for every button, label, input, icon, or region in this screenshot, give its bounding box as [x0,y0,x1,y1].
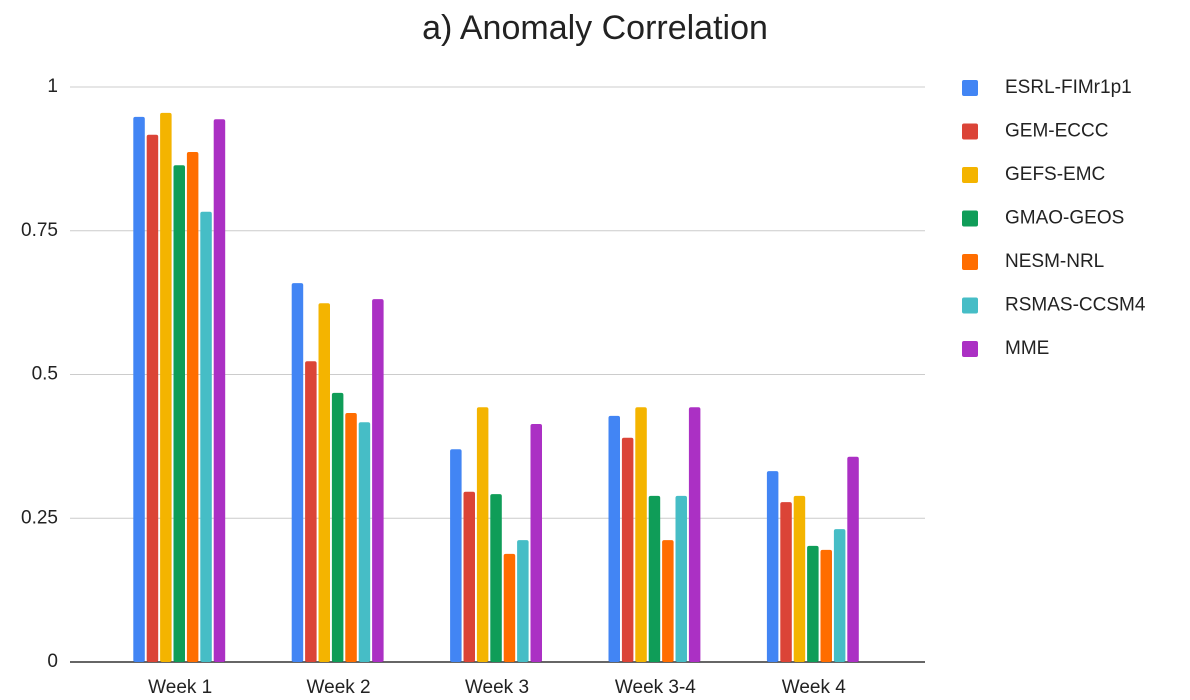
legend-label: MME [1005,338,1049,359]
bar [807,545,819,662]
bar [358,422,371,662]
legend-swatch [962,123,978,140]
bar [450,449,462,662]
y-tick-label: 0.25 [21,507,58,528]
bar [608,415,620,662]
legend-swatch [962,167,978,183]
bar [463,491,475,662]
bar [345,413,357,662]
legend-label: GMAO-GEOS [1005,208,1124,229]
bar [291,283,304,662]
bar [133,116,145,662]
legend-swatch [962,341,978,357]
legend-label: NESM-NRL [1005,251,1104,272]
bar [648,495,661,662]
legend-label: GEM-ECCC [1005,121,1108,142]
legend-swatch [962,210,978,227]
bar [200,211,212,662]
bar [160,112,172,662]
bar [517,540,529,662]
x-tick-label: Week 4 [782,677,847,698]
bar [372,299,384,662]
bar [318,303,330,662]
legend-swatch [962,254,978,270]
bar [186,151,199,662]
bar [146,134,159,663]
x-tick-label: Week 3-4 [615,677,696,698]
bar [305,361,317,662]
legend-swatch [962,297,978,314]
bar [621,437,634,662]
bar [635,407,647,662]
bar [490,494,502,662]
y-tick-label: 0.75 [21,220,58,241]
bar [530,423,542,662]
bar [766,471,779,662]
y-tick-label: 1 [47,76,58,97]
bar [213,119,226,662]
legend-label: RSMAS-CCSM4 [1005,295,1146,316]
bar [476,407,489,662]
bar [688,407,701,662]
bar [833,529,846,662]
x-tick-label: Week 2 [307,677,371,698]
chart-title: a) Anomaly Correlation [422,9,768,47]
bar [173,165,185,662]
y-tick-label: 0 [47,651,58,672]
x-tick-label: Week 3 [465,677,529,698]
bar [675,495,687,662]
bar [780,502,792,662]
bar [662,540,674,662]
bar [503,553,516,662]
legend-label: ESRL-FIMr1p1 [1005,77,1132,98]
legend-swatch [962,80,978,96]
bar [793,495,806,662]
legend-label: GEFS-EMC [1005,164,1105,185]
x-tick-label: Week 1 [148,677,212,698]
bar [331,392,344,662]
bar [847,456,859,662]
y-tick-label: 0.5 [32,364,58,385]
bar [820,549,832,662]
